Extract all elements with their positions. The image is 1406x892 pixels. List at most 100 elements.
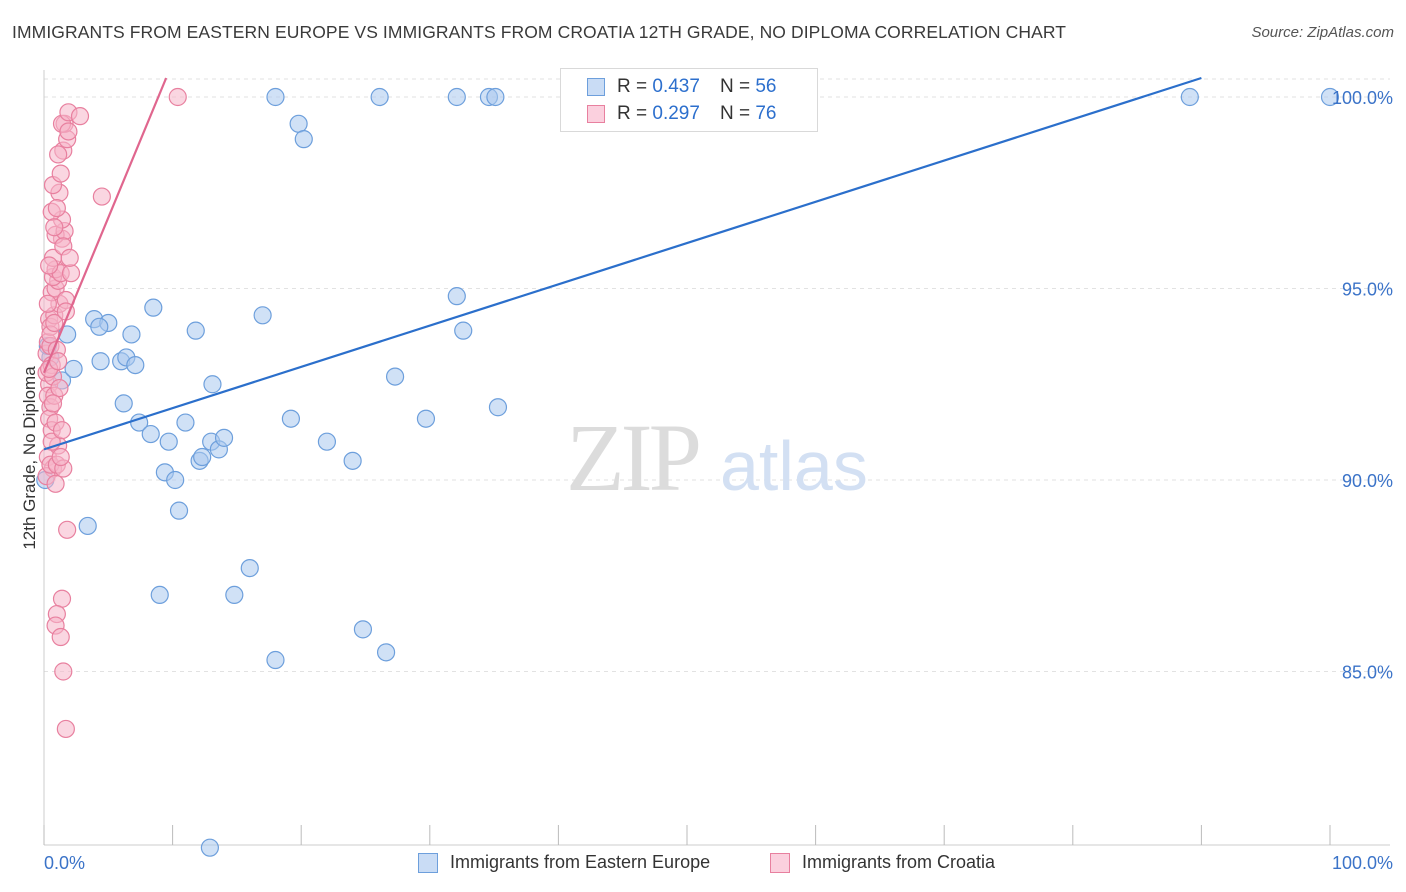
point-croatia — [47, 198, 66, 218]
tick-labels: 100.0% 95.0% 90.0% 85.0% 0.0% 100.0% — [44, 88, 1393, 873]
point-croatia — [50, 378, 69, 398]
legend-row-eastern-europe: R = 0.437 N = 56 — [587, 75, 776, 99]
legend-r-value: 0.297 — [652, 103, 700, 124]
point-eastern-europe — [193, 447, 212, 467]
legend-r-value: 0.437 — [652, 76, 700, 97]
point-croatia — [51, 164, 70, 183]
legend-n-value: 76 — [755, 103, 777, 124]
point-eastern-europe — [203, 375, 222, 394]
point-eastern-europe — [225, 585, 244, 605]
point-croatia — [40, 256, 59, 275]
point-eastern-europe — [289, 114, 308, 133]
point-eastern-europe — [169, 501, 189, 520]
point-croatia — [56, 719, 75, 739]
point-eastern-europe — [343, 451, 362, 470]
correlation-legend: R = 0.437 N = 56 R = 0.297 N = 76 — [560, 68, 818, 132]
point-eastern-europe — [166, 470, 185, 490]
point-croatia — [51, 627, 70, 647]
grid — [44, 78, 1390, 672]
point-eastern-europe — [64, 359, 83, 379]
point-eastern-europe — [266, 650, 285, 670]
point-eastern-europe — [454, 321, 473, 340]
point-eastern-europe — [240, 558, 259, 578]
point-eastern-europe — [294, 130, 313, 149]
point-croatia — [54, 662, 73, 681]
point-eastern-europe — [486, 87, 505, 107]
series-croatia-points — [37, 87, 187, 739]
point-croatia — [52, 421, 72, 440]
y-axis-label: 12th Grade, No Diploma — [20, 366, 39, 550]
point-eastern-europe — [1320, 87, 1340, 107]
point-eastern-europe — [416, 409, 436, 428]
point-eastern-europe — [447, 287, 466, 306]
point-croatia — [59, 122, 78, 141]
legend-label: Immigrants from Eastern Europe — [450, 852, 711, 872]
trend-lines — [42, 76, 1202, 451]
point-croatia — [38, 294, 57, 313]
point-croatia — [61, 264, 81, 283]
y-tick-label: 85.0% — [1342, 663, 1393, 683]
point-croatia — [58, 520, 77, 539]
point-eastern-europe — [447, 87, 466, 107]
point-eastern-europe — [126, 356, 145, 375]
legend-item-eastern-europe: Immigrants from Eastern Europe — [418, 852, 710, 873]
point-eastern-europe — [266, 87, 285, 107]
point-eastern-europe — [91, 352, 110, 371]
axes — [43, 70, 1390, 846]
trend-line-croatia — [42, 77, 168, 374]
legend-n-label: N = — [719, 103, 751, 124]
point-eastern-europe — [281, 409, 301, 428]
point-croatia — [43, 394, 63, 413]
point-eastern-europe — [78, 516, 97, 536]
point-eastern-europe — [150, 585, 169, 605]
legend-row-croatia: R = 0.297 N = 76 — [587, 102, 776, 126]
point-eastern-europe — [376, 643, 396, 662]
legend-n-value: 56 — [755, 76, 777, 97]
point-eastern-europe — [144, 298, 163, 317]
legend-swatch-blue — [418, 852, 438, 873]
trend-line-eastern-europe — [43, 76, 1202, 451]
legend-swatch-pink — [770, 852, 790, 873]
watermark-zip: ZIP — [566, 404, 699, 511]
point-croatia — [45, 218, 64, 237]
point-croatia — [49, 145, 68, 164]
point-eastern-europe — [90, 317, 109, 336]
point-eastern-europe — [353, 620, 373, 639]
watermark-atlas: atlas — [720, 427, 868, 505]
point-croatia — [52, 589, 72, 608]
legend-item-croatia: Immigrants from Croatia — [770, 852, 995, 873]
legend-swatch-pink — [587, 105, 605, 123]
point-croatia — [70, 107, 90, 126]
x-tick-label: 100.0% — [1332, 853, 1393, 873]
chart-title: IMMIGRANTS FROM EASTERN EUROPE VS IMMIGR… — [12, 22, 1067, 42]
point-eastern-europe — [122, 325, 141, 344]
source-label: Source: ZipAtlas.com — [1251, 24, 1394, 41]
point-eastern-europe — [370, 87, 389, 107]
point-eastern-europe — [200, 838, 219, 857]
point-eastern-europe — [159, 432, 178, 451]
point-eastern-europe — [176, 413, 195, 432]
y-tick-label: 100.0% — [1332, 88, 1393, 108]
point-croatia — [51, 447, 70, 467]
legend-swatch-blue — [587, 78, 605, 96]
x-tick-label: 0.0% — [44, 853, 85, 873]
legend-n-label: N = — [719, 76, 751, 97]
point-croatia — [168, 87, 187, 107]
point-eastern-europe — [186, 321, 205, 340]
legend-r-label: R = — [617, 103, 648, 124]
legend-label: Immigrants from Croatia — [802, 852, 996, 872]
watermark: ZIP atlas — [566, 404, 868, 511]
series-legend: Immigrants from Eastern Europe Immigrant… — [0, 852, 1406, 878]
point-eastern-europe — [317, 432, 337, 451]
point-eastern-europe — [114, 394, 133, 413]
point-eastern-europe — [141, 424, 160, 444]
point-croatia — [46, 474, 65, 493]
point-eastern-europe — [253, 306, 272, 325]
point-eastern-europe — [214, 428, 234, 447]
point-croatia — [45, 313, 64, 333]
point-eastern-europe — [385, 367, 405, 386]
point-croatia — [60, 248, 79, 267]
y-tick-label: 95.0% — [1342, 280, 1393, 300]
point-eastern-europe — [1180, 87, 1199, 107]
